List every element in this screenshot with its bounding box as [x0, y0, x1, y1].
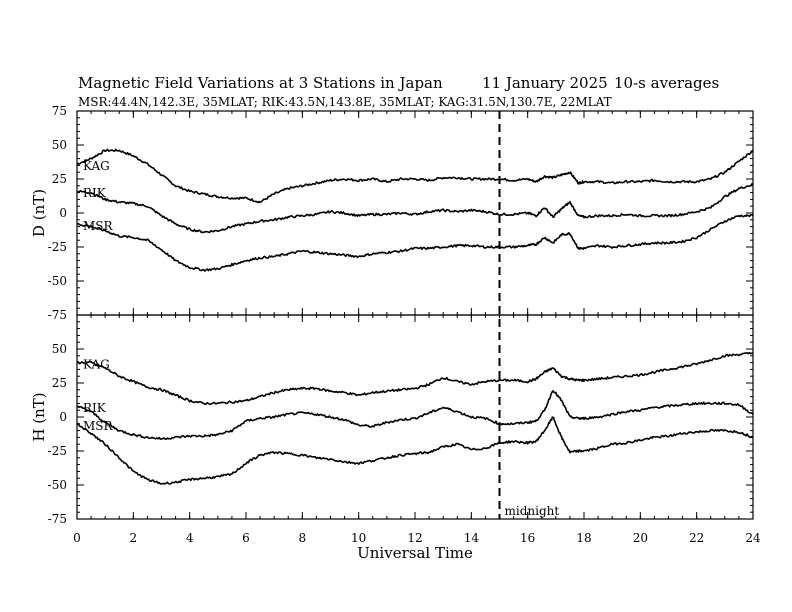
chart-title: Magnetic Field Variations at 3 Stations …	[78, 74, 443, 92]
xtick-label: 10	[351, 531, 366, 545]
h-ytick-label: -50	[48, 478, 67, 492]
xtick-label: 8	[299, 531, 307, 545]
x-axis-label: Universal Time	[357, 544, 473, 562]
d-series-label-kag: KAG	[83, 159, 110, 173]
d-ytick-label: 0	[59, 206, 67, 220]
midnight-label: midnight	[505, 504, 560, 518]
xtick-label: 4	[186, 531, 194, 545]
h-ytick-label: 25	[52, 376, 67, 390]
d-axis-label: D (nT)	[30, 189, 48, 237]
h-series-label-msr: MSR	[83, 419, 114, 433]
d-ytick-label: -25	[48, 240, 67, 254]
d-ytick-label: 50	[52, 138, 67, 152]
xtick-label: 2	[130, 531, 138, 545]
d-panel: -75 -50 -25 0 25 50 75 KAG RIK MSR	[48, 104, 754, 322]
xtick-label: 18	[576, 531, 591, 545]
h-series-label-rik: RIK	[83, 401, 107, 415]
xtick-label: 12	[407, 531, 422, 545]
d-ytick-label: 75	[52, 104, 67, 118]
h-series-kag	[76, 351, 754, 406]
h-series-rik	[76, 389, 754, 441]
h-ytick-label: 0	[59, 410, 67, 424]
xtick-label: 0	[73, 531, 81, 545]
h-series-label-kag: KAG	[83, 358, 110, 372]
xtick-label: 6	[242, 531, 250, 545]
chart-averages: 10-s averages	[614, 74, 719, 92]
stations-subtitle: MSR:44.4N,142.3E, 35MLAT; RIK:43.5N,143.…	[78, 95, 612, 109]
d-series-rik	[76, 183, 754, 234]
xtick-label: 22	[689, 531, 704, 545]
d-series-kag	[76, 148, 754, 204]
h-ytick-label: 50	[52, 342, 67, 356]
xtick-label: 16	[520, 531, 535, 545]
xtick-label: 24	[745, 531, 761, 545]
h-axis-label: H (nT)	[30, 392, 48, 441]
h-ytick-label: -25	[48, 444, 67, 458]
d-ytick-label: 25	[52, 172, 67, 186]
d-series-label-msr: MSR	[83, 219, 114, 233]
xtick-label: 20	[633, 531, 648, 545]
chart-date: 11 January 2025	[482, 74, 608, 92]
xtick-label: 14	[464, 531, 480, 545]
d-ytick-label: -50	[48, 274, 67, 288]
h-ytick-label: -75	[48, 512, 67, 526]
d-series-msr	[76, 213, 754, 272]
d-series-label-rik: RIK	[83, 186, 107, 200]
d-ytick-label: -75	[48, 308, 67, 322]
h-series-msr	[76, 416, 754, 485]
